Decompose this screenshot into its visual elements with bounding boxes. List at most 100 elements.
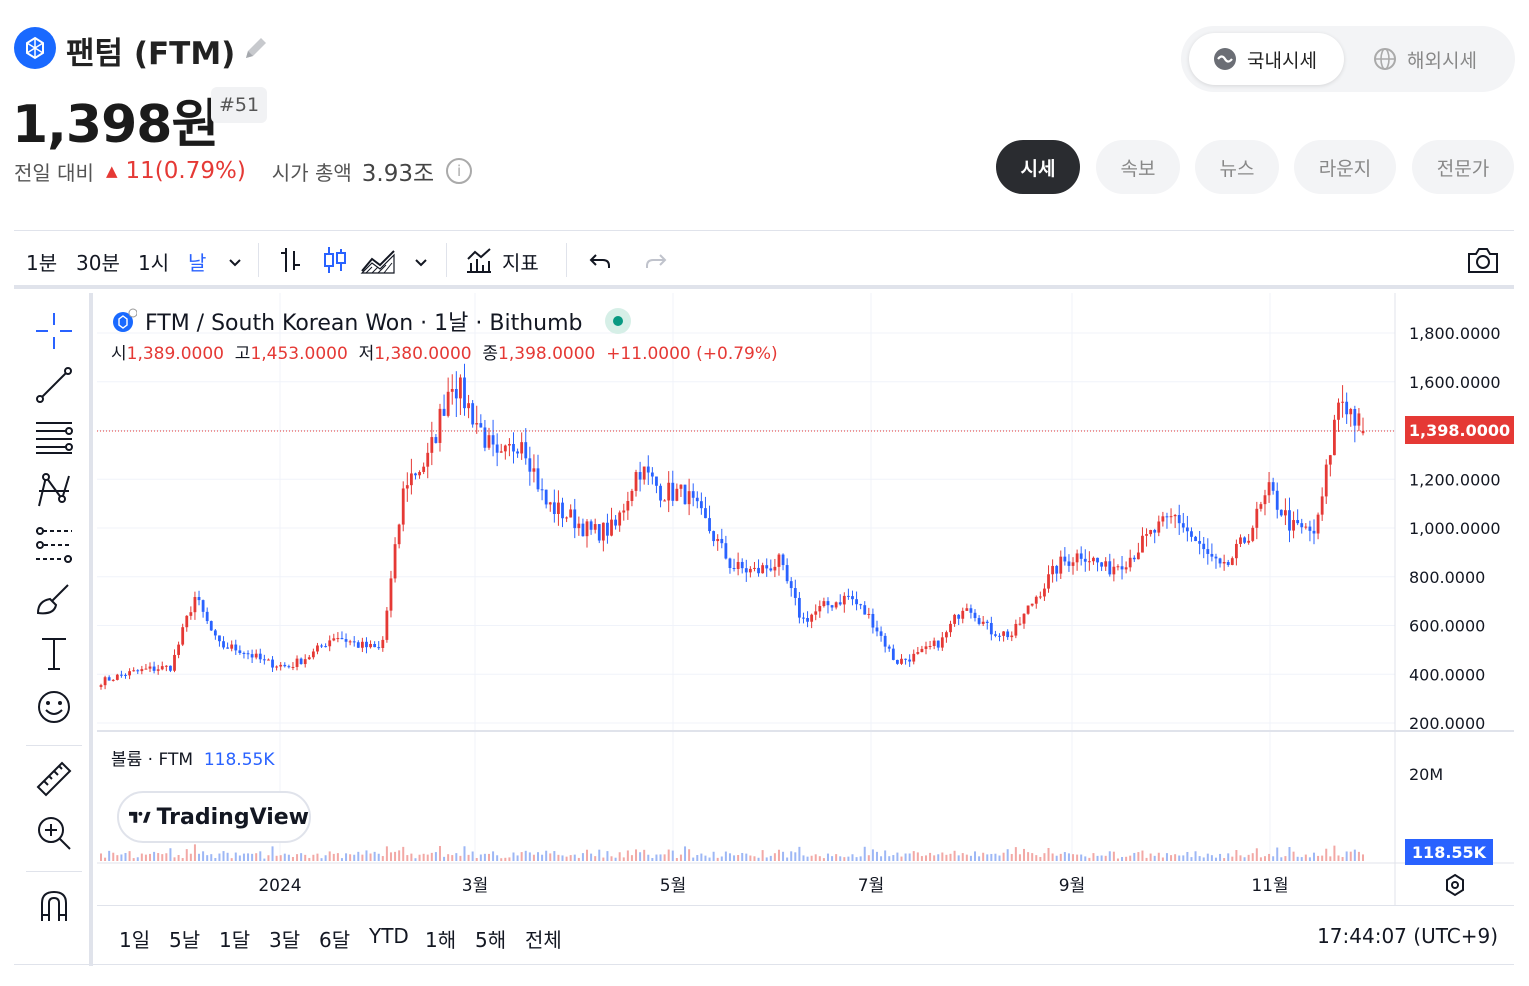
- interval-30m[interactable]: 30분: [76, 251, 120, 275]
- tab-breaking[interactable]: 속보: [1096, 140, 1180, 194]
- volume-bar: [1182, 855, 1185, 861]
- interval-1m[interactable]: 1분: [26, 251, 58, 275]
- candle-body: [267, 659, 270, 661]
- camera-icon[interactable]: [1466, 245, 1500, 275]
- tab-experts[interactable]: 전문가: [1412, 140, 1514, 194]
- market-cap-label: 시가 총액: [271, 160, 352, 185]
- candle-body: [397, 524, 401, 545]
- candle-body: [1198, 541, 1202, 544]
- pattern-icon[interactable]: [34, 471, 74, 511]
- info-icon[interactable]: i: [446, 158, 473, 184]
- tradingview-logo[interactable]: TradingView: [117, 791, 311, 843]
- fib-lines-icon[interactable]: [34, 417, 74, 457]
- candle-body: [1010, 635, 1014, 638]
- candle-body: [887, 646, 891, 649]
- range-6m[interactable]: 6달: [319, 928, 351, 952]
- volume-bar: [614, 857, 617, 861]
- candle-body: [426, 452, 430, 467]
- tab-price[interactable]: 시세: [996, 140, 1080, 194]
- volume-bar: [394, 851, 397, 861]
- volume-bar: [1161, 857, 1164, 861]
- range-all[interactable]: 전체: [525, 928, 562, 952]
- candle-body: [1345, 401, 1349, 415]
- ruler-icon[interactable]: [34, 759, 74, 799]
- candle-body: [961, 610, 965, 619]
- volume-bar: [679, 854, 682, 861]
- volume-bar: [671, 850, 674, 861]
- volume-bar: [1329, 856, 1332, 861]
- crosshair-icon[interactable]: [34, 311, 74, 351]
- candle-body: [1047, 574, 1050, 589]
- volume-bar: [1039, 856, 1042, 861]
- candle-body: [585, 521, 589, 537]
- redo-icon[interactable]: [644, 249, 668, 273]
- range-ytd[interactable]: YTD: [369, 924, 409, 948]
- candle-body: [136, 670, 140, 672]
- magnet-icon[interactable]: [34, 887, 74, 927]
- volume-bar: [618, 852, 621, 861]
- volume-bar: [381, 856, 384, 861]
- interval-1d[interactable]: 날: [188, 251, 207, 275]
- volume-bar: [389, 852, 392, 861]
- candle-body: [495, 444, 499, 453]
- volume-bar: [761, 850, 764, 861]
- domestic-price-button[interactable]: 국내시세: [1189, 33, 1344, 85]
- settings-icon[interactable]: [1443, 873, 1467, 897]
- chevron-down-icon[interactable]: [412, 253, 430, 271]
- range-3m[interactable]: 3달: [269, 928, 301, 952]
- candle-body: [712, 531, 716, 542]
- range-1m[interactable]: 1달: [219, 928, 251, 952]
- chevron-down-icon[interactable]: [226, 253, 244, 271]
- volume-bar: [581, 853, 584, 861]
- tab-lounge[interactable]: 라운지: [1294, 140, 1396, 194]
- pencil-icon[interactable]: [240, 32, 272, 64]
- brush-icon[interactable]: [34, 579, 74, 619]
- text-icon[interactable]: [34, 633, 74, 673]
- undo-icon[interactable]: [588, 249, 612, 273]
- chart-clock: 17:44:07 (UTC+9): [1317, 924, 1498, 948]
- volume-bar: [377, 853, 380, 861]
- volume-bar: [790, 851, 793, 861]
- interval-1h[interactable]: 1시: [138, 251, 170, 275]
- candle-body: [1279, 509, 1283, 516]
- volume-bar: [124, 852, 127, 861]
- candle-body: [1124, 567, 1128, 570]
- volume-bar: [1210, 855, 1213, 861]
- range-5y[interactable]: 5해: [475, 928, 507, 952]
- indicators-label[interactable]: 지표: [502, 251, 539, 275]
- tab-news[interactable]: 뉴스: [1195, 140, 1279, 194]
- candle-body: [1087, 561, 1091, 563]
- candle-body: [512, 444, 515, 452]
- volume-bar: [238, 855, 241, 861]
- chart-plot[interactable]: 1,800.00001,600.00001,400.00001,200.0000…: [97, 293, 1514, 966]
- bar-chart-icon[interactable]: [278, 245, 304, 275]
- candle-body: [904, 658, 907, 660]
- volume-bar: [508, 857, 511, 861]
- trend-line-icon[interactable]: [34, 365, 74, 405]
- prediction-icon[interactable]: [34, 525, 74, 565]
- range-1d[interactable]: 1일: [119, 928, 151, 952]
- candle-body: [1361, 430, 1365, 434]
- volume-bar: [230, 858, 233, 861]
- overseas-price-button[interactable]: 해외시세: [1361, 33, 1509, 85]
- candle-body: [275, 666, 279, 668]
- price-axis-label: 800.0000: [1409, 568, 1485, 587]
- candle-body: [977, 618, 981, 624]
- candlestick-icon[interactable]: [322, 245, 348, 275]
- range-5d[interactable]: 5날: [169, 928, 201, 952]
- volume-bar: [1214, 857, 1217, 861]
- candle-body: [557, 502, 560, 514]
- candle-body: [352, 641, 356, 643]
- zoom-in-icon[interactable]: [34, 813, 74, 853]
- candle-body: [867, 613, 871, 615]
- candle-body: [1239, 537, 1242, 544]
- volume-bar: [214, 858, 217, 861]
- indicators-icon[interactable]: [464, 245, 494, 275]
- area-chart-icon[interactable]: [360, 245, 398, 275]
- range-1y[interactable]: 1해: [425, 928, 457, 952]
- candle-body: [1149, 530, 1153, 535]
- candle-body: [1316, 514, 1320, 534]
- volume-bar: [1202, 857, 1205, 861]
- emoji-icon[interactable]: [34, 687, 74, 727]
- candle-body: [818, 606, 822, 612]
